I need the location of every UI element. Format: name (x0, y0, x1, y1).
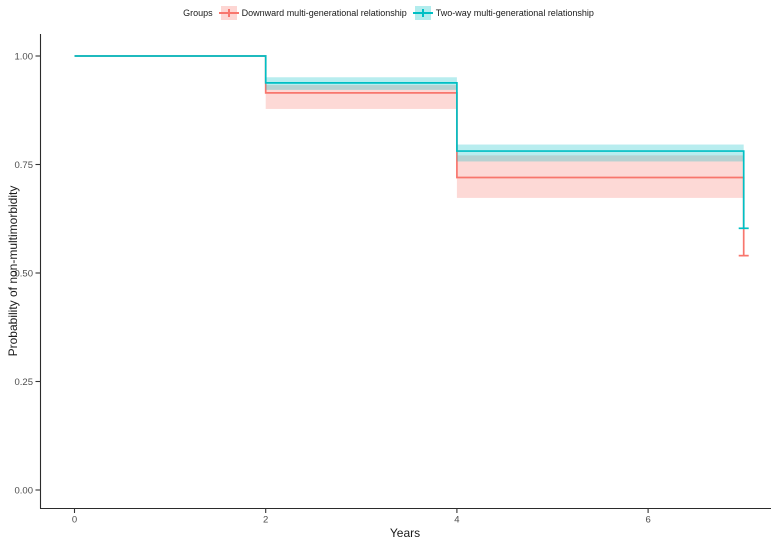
y-tick-label: 0.75 (15, 160, 34, 171)
x-tick-label: 2 (263, 515, 268, 526)
y-axis-title: Probability of non-multimorbidity (6, 185, 20, 357)
y-tick-label: 0.25 (15, 377, 34, 388)
y-tick-label: 0.00 (15, 485, 34, 496)
legend-item-label: Downward multi-generational relationship (241, 8, 407, 18)
y-tick-label: 1.00 (15, 51, 34, 62)
ci-band-series-1 (456, 144, 744, 162)
x-tick-label: 4 (454, 515, 459, 526)
x-tick-label: 6 (645, 515, 650, 526)
legend-title: Groups (183, 8, 213, 18)
legend-item-label: Two-way multi-generational relationship (435, 8, 594, 18)
legend-item-series-0: Downward multi-generational relationship (218, 6, 407, 20)
plus-icon-vertical (421, 9, 424, 17)
survival-curve-series-1 (74, 55, 745, 229)
legend-key-plus-icon (218, 6, 239, 20)
legend: Groups Downward multi-generational relat… (0, 0, 777, 26)
x-tick-label: 0 (72, 515, 77, 526)
legend-key-plus-icon (412, 6, 433, 20)
y-tick-label: 0.50 (15, 268, 34, 279)
plus-icon-vertical (227, 9, 230, 17)
ci-band-series-0 (456, 155, 744, 198)
ci-band-series-0 (265, 85, 457, 109)
legend-item-series-1: Two-way multi-generational relationship (412, 6, 594, 20)
x-axis-title: Years (389, 526, 421, 540)
